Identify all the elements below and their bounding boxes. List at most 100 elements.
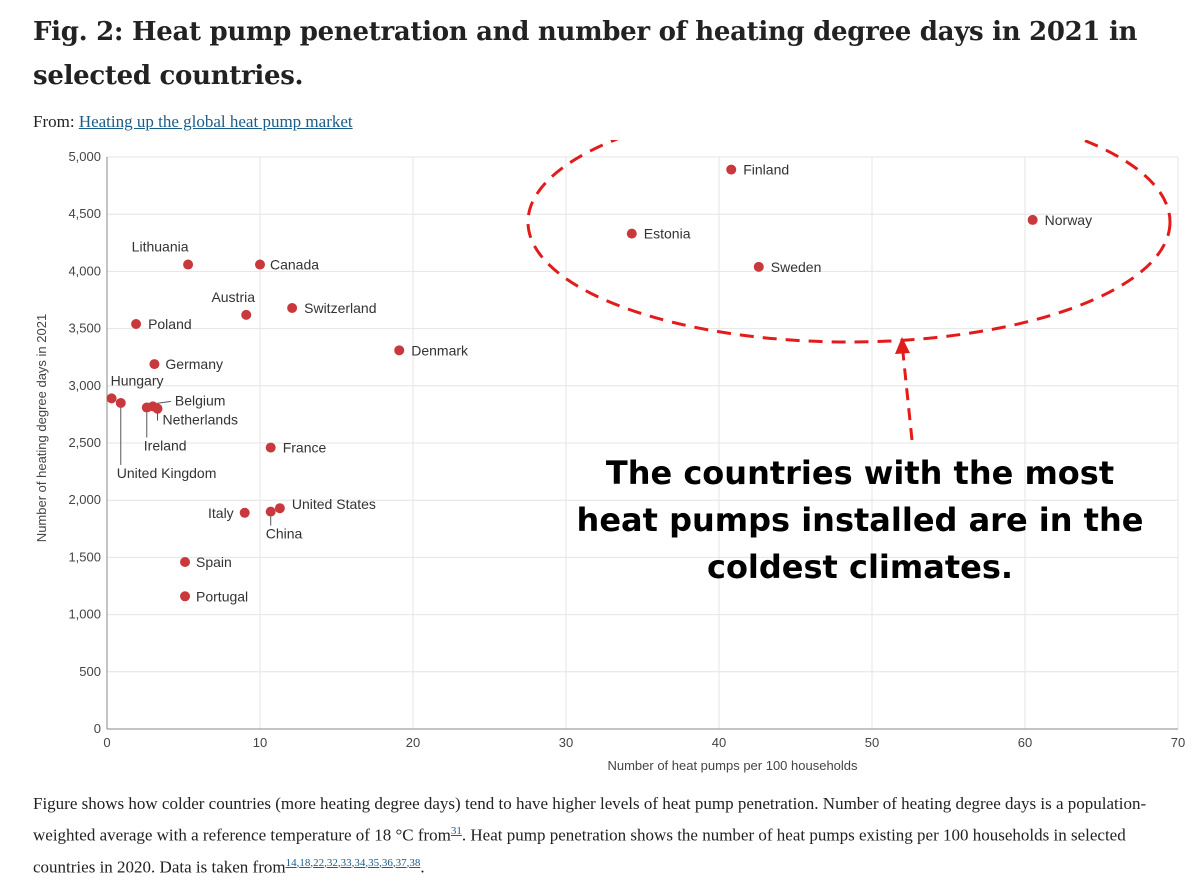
grid-layer	[106, 156, 1179, 730]
point-france	[265, 442, 276, 453]
label-austria: Austria	[211, 289, 255, 305]
caption-ref-14[interactable]: 14	[285, 856, 297, 869]
caption-ref-38[interactable]: 38	[409, 856, 421, 869]
x-tick-label: 60	[1018, 735, 1032, 750]
point-netherlands	[152, 403, 163, 414]
label-belgium: Belgium	[175, 392, 226, 408]
point-norway	[1027, 214, 1038, 225]
label-portugal: Portugal	[196, 588, 248, 604]
point-switzerland	[287, 303, 298, 314]
label-canada: Canada	[270, 257, 319, 273]
caption-ref-37[interactable]: 37	[395, 856, 407, 869]
point-china	[265, 506, 276, 517]
y-axis-title: Number of heating degree days in 2021	[34, 314, 49, 542]
point-poland	[131, 319, 142, 330]
label-sweden: Sweden	[771, 259, 822, 275]
source-article-link[interactable]: Heating up the global heat pump market	[78, 112, 353, 131]
figure-caption: Figure shows how colder countries (more …	[33, 790, 1173, 880]
point-austria	[241, 309, 252, 320]
caption-ref-separator: ,	[324, 856, 327, 869]
label-switzerland: Switzerland	[304, 300, 376, 316]
x-tick-label: 30	[559, 735, 573, 750]
leader-line-belgium	[156, 400, 171, 404]
label-norway: Norway	[1045, 212, 1092, 228]
y-tick-label: 4,000	[68, 263, 101, 278]
annotation-callout: The countries with the most heat pumps i…	[576, 454, 1144, 586]
point-finland	[726, 164, 737, 175]
annotation-arrow-head	[895, 337, 910, 354]
label-united-states: United States	[292, 496, 376, 512]
caption-ref-34[interactable]: 34	[354, 856, 366, 869]
point-united-states	[274, 503, 285, 514]
caption-ref-list[interactable]: 14,18,22,32,33,34,35,36,37,38	[286, 854, 421, 870]
label-netherlands: Netherlands	[162, 412, 238, 428]
point-denmark	[394, 345, 405, 356]
caption-ref-31[interactable]: 31	[450, 825, 462, 837]
y-tick-label: 3,000	[68, 378, 101, 393]
label-hungary: Hungary	[111, 372, 164, 388]
caption-ref-separator: ,	[296, 856, 300, 869]
point-estonia	[626, 228, 637, 239]
points-layer	[106, 164, 1038, 602]
x-tick-label: 0	[103, 735, 110, 750]
y-tick-label: 500	[79, 664, 101, 679]
x-tick-label: 70	[1171, 735, 1185, 750]
x-tick-label: 10	[253, 735, 267, 750]
figure-title: Fig. 2: Heat pump penetration and number…	[33, 17, 1138, 91]
caption-ref-separator: ,	[365, 856, 369, 869]
caption-ref-22[interactable]: 22	[313, 856, 325, 869]
label-france: France	[283, 440, 327, 456]
label-china: China	[266, 526, 303, 542]
label-italy: Italy	[208, 505, 234, 521]
point-italy	[239, 507, 250, 518]
caption-end: .	[420, 857, 425, 877]
point-germany	[149, 359, 160, 370]
point-canada	[255, 259, 265, 270]
point-spain	[180, 556, 191, 567]
axis-layer: 05001,0001,5002,0002,5003,0003,5004,0004…	[34, 149, 1185, 773]
y-tick-label: 0	[94, 721, 101, 736]
point-labels-layer: Finland Norway Estonia Sweden Lithuania Canad…	[111, 162, 1093, 605]
y-tick-label: 2,500	[68, 435, 101, 450]
point-united-kingdom	[115, 397, 126, 408]
source-label: From:	[33, 112, 75, 131]
annotation-layer	[526, 140, 1172, 441]
caption-ref-separator: ,	[310, 856, 314, 869]
label-poland: Poland	[148, 316, 192, 332]
caption-ref-18[interactable]: 18	[299, 856, 311, 869]
label-estonia: Estonia	[644, 226, 691, 242]
x-tick-label: 50	[865, 735, 879, 750]
point-sweden	[753, 261, 764, 272]
caption-ref-separator: ,	[392, 856, 396, 869]
label-spain: Spain	[196, 554, 232, 570]
caption-ref-35[interactable]: 35	[368, 856, 380, 869]
point-lithuania	[183, 259, 194, 270]
annotation-ellipse	[526, 140, 1172, 344]
caption-ref-separator: ,	[351, 856, 355, 869]
y-tick-label: 1,000	[68, 607, 101, 622]
caption-ref-separator: ,	[379, 856, 382, 869]
y-tick-label: 4,500	[68, 206, 101, 221]
scatter-chart: 05001,0001,5002,0002,5003,0003,5004,0004…	[34, 140, 1185, 773]
label-denmark: Denmark	[411, 342, 469, 358]
label-finland: Finland	[743, 162, 789, 178]
caption-ref-36[interactable]: 36	[381, 856, 393, 869]
caption-part-1: Figure shows how colder countries (more …	[33, 794, 1147, 845]
caption-part-2: . Heat pump penetration shows the number…	[33, 825, 1126, 877]
caption-ref-32[interactable]: 32	[326, 856, 338, 869]
caption-ref-separator: ,	[406, 856, 410, 869]
source-line: From: Heating up the global heat pump ma…	[33, 112, 353, 132]
label-united-kingdom: United Kingdom	[117, 465, 217, 481]
point-hungary	[106, 393, 117, 404]
y-tick-label: 1,500	[68, 549, 101, 564]
label-ireland: Ireland	[144, 438, 187, 454]
point-portugal	[180, 591, 191, 602]
y-tick-label: 5,000	[68, 149, 101, 164]
x-tick-label: 40	[712, 735, 726, 750]
y-tick-label: 2,000	[68, 492, 101, 507]
caption-ref-separator: ,	[337, 856, 341, 869]
annotation-arrow-shaft	[901, 352, 914, 441]
x-tick-label: 20	[406, 735, 420, 750]
caption-ref-33[interactable]: 33	[340, 856, 352, 869]
y-tick-label: 3,500	[68, 321, 101, 336]
